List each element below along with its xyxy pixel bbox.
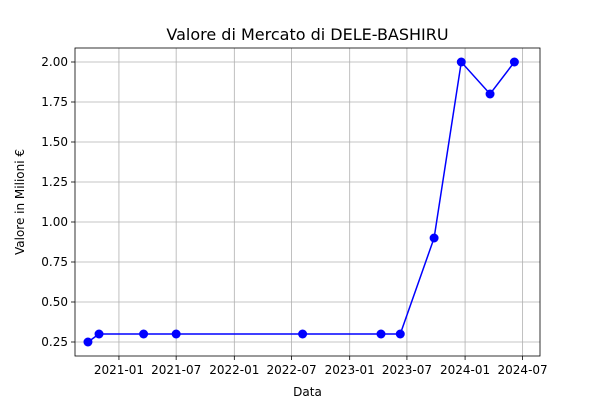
x-tick-label: 2022-07 <box>266 363 316 377</box>
y-tick-label: 1.75 <box>41 95 68 109</box>
series-line <box>87 60 515 343</box>
plot-frame <box>74 47 541 357</box>
data-point <box>485 89 495 99</box>
y-tick-label: 0.25 <box>41 335 68 349</box>
data-point <box>395 329 405 339</box>
data-point <box>94 329 104 339</box>
data-point <box>429 233 439 243</box>
data-point <box>83 337 93 347</box>
x-tick-label: 2021-07 <box>151 363 201 377</box>
y-axis-label: Valore in Milioni € <box>13 149 27 255</box>
data-point <box>298 329 308 339</box>
y-tick-label: 0.75 <box>41 255 68 269</box>
y-tick-label: 1.00 <box>41 215 68 229</box>
data-point <box>139 329 149 339</box>
y-tick-label: 1.50 <box>41 135 68 149</box>
x-tick-label: 2022-01 <box>209 363 259 377</box>
x-tick-label: 2024-01 <box>440 363 490 377</box>
y-tick-label: 2.00 <box>41 55 68 69</box>
x-axis-ticks: 2021-01 2021-07 2022-01 2022-07 2023-01 2023-… <box>94 356 548 377</box>
y-tick-label: 0.50 <box>41 295 68 309</box>
data-point <box>456 57 466 67</box>
grid <box>75 48 540 356</box>
x-tick-label: 2024-07 <box>498 363 548 377</box>
data-point <box>376 329 386 339</box>
series-layer <box>83 57 519 347</box>
chart-title: Valore di Mercato di DELE-BASHIRU <box>166 25 448 44</box>
data-point <box>509 57 519 67</box>
x-tick-label: 2021-01 <box>94 363 144 377</box>
y-tick-label: 1.25 <box>41 175 68 189</box>
x-tick-label: 2023-07 <box>382 363 432 377</box>
data-point <box>171 329 181 339</box>
x-axis-label: Data <box>293 385 322 399</box>
x-tick-label: 2023-01 <box>325 363 375 377</box>
y-axis-ticks: 0.25 0.50 0.75 1.00 1.25 1.50 1.75 2.00 <box>41 55 75 349</box>
